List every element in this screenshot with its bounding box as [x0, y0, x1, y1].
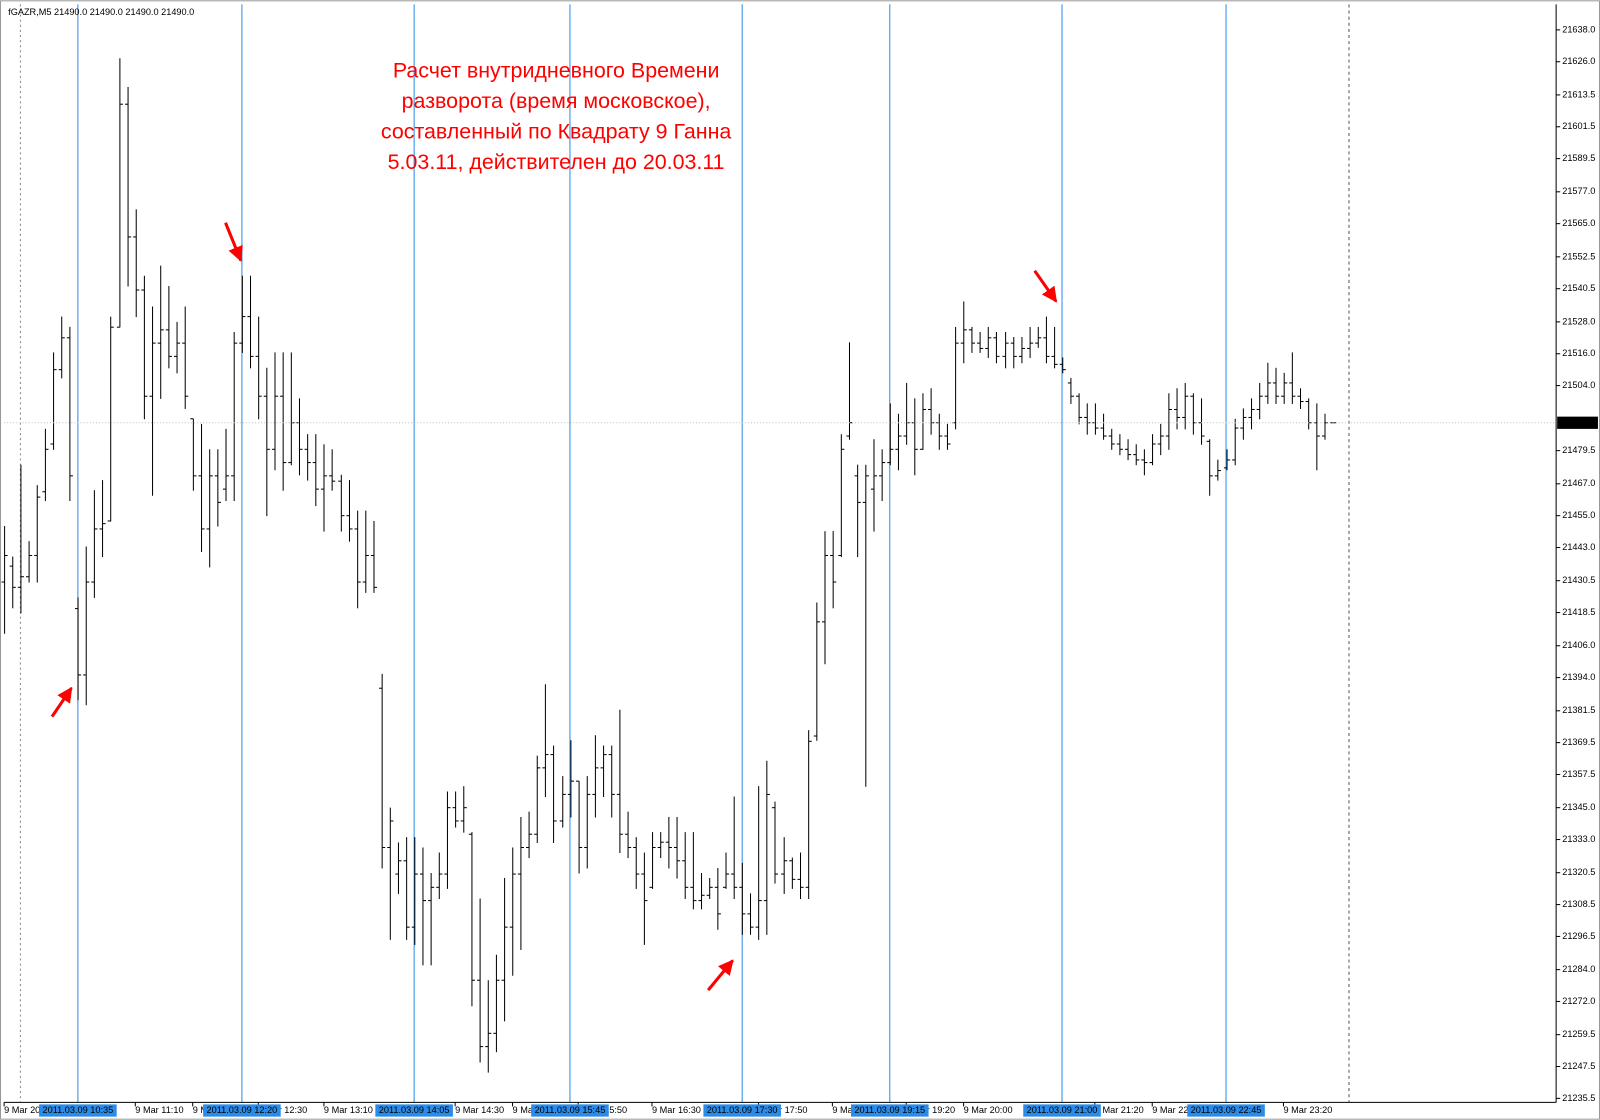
time-label-highlight: 2011.03.09 17:30 [707, 1105, 778, 1115]
y-tick-label: 21528.0 [1562, 316, 1595, 326]
x-tick-label: 9 Mar 20:00 [964, 1105, 1013, 1115]
x-tick-label: 9 Mar 23:20 [1283, 1105, 1332, 1115]
title-line: разворота (время московское), [402, 89, 711, 113]
y-tick-label: 21552.5 [1562, 251, 1595, 261]
x-tick-label: 9 Mar 19:20 [906, 1105, 955, 1115]
y-tick-label: 21565.0 [1562, 218, 1595, 228]
price-bars [1, 58, 1337, 1073]
x-tick-label: 9 Mar 12:30 [258, 1105, 307, 1115]
y-tick-label: 21357.5 [1562, 769, 1595, 779]
time-label-box [375, 1104, 453, 1117]
y-tick-label: 21613.5 [1562, 89, 1595, 99]
arrow [50, 686, 73, 718]
y-tick-label: 21272.0 [1562, 996, 1595, 1006]
y-tick-label: 21504.0 [1562, 380, 1595, 390]
y-tick-label: 21406.0 [1562, 640, 1595, 650]
y-tick-label: 21467.0 [1562, 478, 1595, 488]
arrow [224, 222, 243, 262]
time-label-box [1023, 1104, 1101, 1117]
y-tick-label: 21589.5 [1562, 153, 1595, 163]
x-tick-label: 9 Mar 13:10 [324, 1105, 373, 1115]
y-tick-label: 21333.0 [1562, 834, 1595, 844]
time-label-highlight: 2011.03.09 14:05 [379, 1105, 450, 1115]
time-label-highlight: 2011.03.09 15:45 [535, 1105, 606, 1115]
title-line: составленный по Квадрату 9 Ганна [381, 120, 731, 144]
y-tick-label: 21479.5 [1562, 445, 1595, 455]
y-axis: 21638.0 21626.0 21613.5 21601.5 21589.5 21577… [4, 24, 1598, 1103]
y-tick-label: 21516.0 [1562, 348, 1595, 358]
arrows [50, 222, 1058, 992]
x-tick-label: 9 Mar 11:10 [135, 1105, 183, 1115]
y-tick-label: 21381.5 [1562, 705, 1595, 715]
y-tick-label: 21638.0 [1562, 24, 1595, 34]
time-label-highlight: 2011.03.09 19:15 [854, 1105, 925, 1115]
header: fGAZR,M5 21490.0 21490.0 21490.0 21490.0 [8, 7, 194, 17]
time-label-highlight: 2011.03.09 12:20 [207, 1105, 278, 1115]
x-tick-label: 9 Mar 14:30 [455, 1105, 504, 1115]
y-tick-label: 21601.5 [1562, 121, 1595, 131]
x-tick-label: 9 Mar 17:50 [759, 1105, 808, 1115]
y-tick-label: 21540.5 [1562, 283, 1595, 293]
time-label-box [39, 1104, 117, 1117]
last-price-label: 21490.0 [1560, 417, 1593, 427]
title-line: Расчет внутридневного Времени [393, 58, 720, 82]
time-label-box [703, 1104, 781, 1117]
annotation: Расчет внутридневного Времени разворота … [381, 58, 731, 174]
x-tick-label: 9 Mar 21:20 [1095, 1105, 1144, 1115]
time-label-box [851, 1104, 929, 1117]
title-line: 5.03.11, действителен до 20.03.11 [388, 150, 725, 174]
y-tick-label: 21369.5 [1562, 737, 1595, 747]
x-tick-label: 9 Mar 16:30 [652, 1105, 701, 1115]
x-tick-label: 9 Mar 22:00 [1152, 1105, 1201, 1115]
time-label-box [203, 1104, 281, 1117]
y-tick-label: 21235.5 [1562, 1093, 1595, 1103]
y-tick-label: 21443.0 [1562, 542, 1595, 552]
y-tick-label: 21394.0 [1562, 672, 1595, 682]
time-label-highlight: 2011.03.09 21:00 [1027, 1105, 1098, 1115]
y-tick-label: 21284.0 [1562, 964, 1595, 974]
y-tick-label: 21430.5 [1562, 575, 1595, 585]
y-tick-label: 21296.5 [1562, 931, 1595, 941]
time-label-box [531, 1104, 609, 1117]
y-tick-label: 21247.5 [1562, 1061, 1595, 1071]
y-tick-label: 21308.5 [1562, 899, 1595, 909]
time-label-highlight: 2011.03.09 10:35 [43, 1105, 114, 1115]
y-tick-label: 21577.0 [1562, 186, 1595, 196]
y-tick-label: 21418.5 [1562, 607, 1595, 617]
arrow [706, 959, 734, 992]
last-price-box [1557, 416, 1598, 429]
time-label-box [1187, 1104, 1265, 1117]
time-label-highlight: 2011.03.09 22:45 [1191, 1105, 1262, 1115]
x-tick-label: 9 Mar 2011 [4, 1105, 50, 1115]
y-tick-label: 21345.0 [1562, 802, 1595, 812]
y-tick-label: 21455.0 [1562, 510, 1595, 520]
y-tick-label: 21626.0 [1562, 56, 1595, 66]
y-tick-label: 21320.5 [1562, 867, 1595, 877]
y-tick-label: 21259.5 [1562, 1029, 1595, 1039]
arrow [1033, 269, 1058, 303]
